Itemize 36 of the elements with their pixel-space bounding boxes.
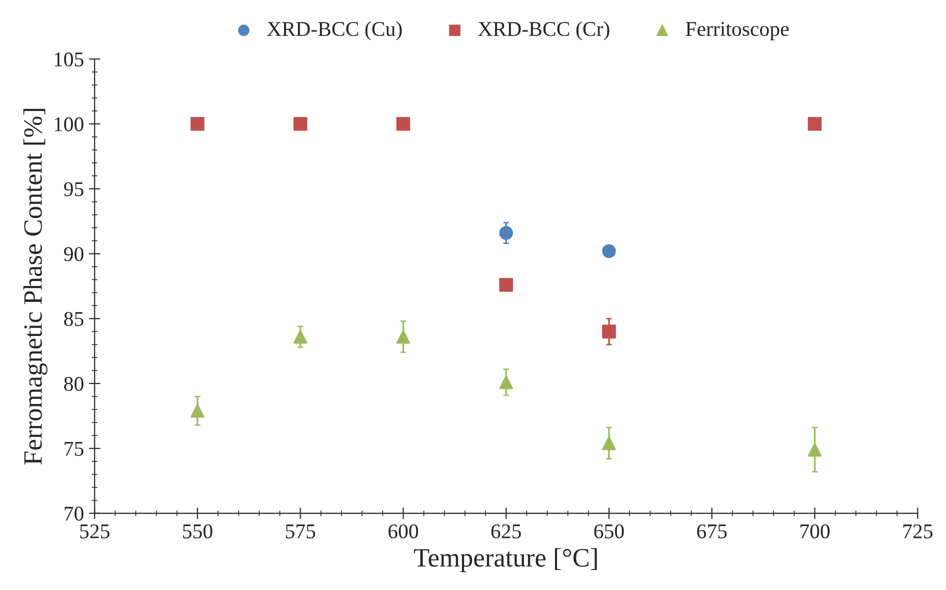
point — [293, 330, 308, 344]
point — [190, 404, 204, 418]
point — [396, 116, 410, 131]
y-tick-label: 105 — [54, 52, 84, 66]
point — [499, 375, 514, 390]
x-tick-label: 550 — [183, 524, 212, 538]
x-tick-label: 725 — [903, 524, 932, 538]
y-tick-label: 100 — [54, 117, 84, 132]
x-tick-label: 700 — [800, 524, 830, 538]
y-tick-label: 95 — [64, 182, 84, 196]
y-tick-label: 80 — [64, 376, 84, 391]
point — [499, 226, 514, 240]
legend-label: XRD-BCC (Cu) — [267, 21, 402, 40]
x-axis-title: Temperature [°C] — [414, 548, 597, 572]
y-tick-label: 75 — [64, 442, 84, 456]
point — [808, 442, 822, 457]
x-tick-label: 600 — [388, 524, 418, 538]
point — [396, 330, 410, 344]
x-tick-label: 575 — [286, 524, 316, 538]
point — [499, 278, 514, 292]
point — [602, 324, 616, 338]
x-tick-label: 625 — [491, 524, 521, 538]
point — [293, 116, 308, 131]
y-tick-label: 70 — [64, 506, 84, 521]
y-tick-label: 85 — [64, 312, 84, 326]
y-tick-label: 90 — [64, 247, 84, 262]
legend-label: XRD-BCC (Cr) — [478, 21, 610, 40]
x-tick-label: 675 — [697, 524, 727, 538]
point — [808, 116, 822, 131]
legend-label: Ferritoscope — [686, 22, 789, 40]
point — [190, 116, 204, 131]
x-tick-label: 525 — [80, 524, 110, 538]
y-axis-title: Ferromagnetic Phase Content [%] — [23, 108, 48, 465]
point — [602, 244, 616, 258]
x-tick-label: 650 — [594, 524, 624, 538]
point — [602, 436, 616, 450]
